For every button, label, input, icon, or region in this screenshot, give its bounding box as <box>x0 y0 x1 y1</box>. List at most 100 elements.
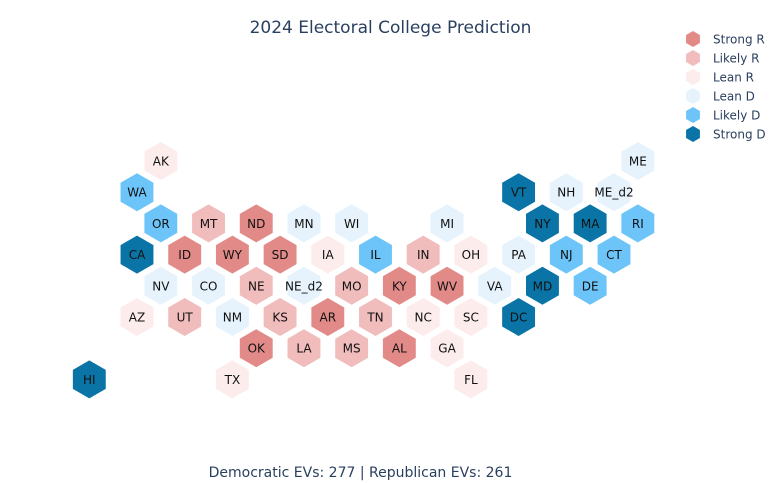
state-hex-shape <box>144 204 178 243</box>
legend-swatch <box>686 126 700 142</box>
state-hex-shape <box>526 204 559 243</box>
state-hex-mt[interactable]: MT <box>192 204 225 243</box>
state-hex-mo[interactable]: MO <box>335 266 369 305</box>
state-hex-al[interactable]: AL <box>382 329 416 368</box>
state-hex-id[interactable]: ID <box>168 235 202 274</box>
state-hex-dc[interactable]: DC <box>502 298 536 336</box>
state-hex-shape <box>430 204 464 243</box>
state-hex-shape <box>526 266 559 305</box>
state-hex-wy[interactable]: WY <box>215 235 249 274</box>
state-hex-shape <box>454 298 488 336</box>
state-hex-md[interactable]: MD <box>526 266 559 305</box>
state-label: WY <box>223 248 243 262</box>
state-label: IN <box>417 248 430 262</box>
state-hex-va[interactable]: VA <box>478 266 512 305</box>
legend-swatch <box>686 88 700 104</box>
state-hex-nm[interactable]: NM <box>215 298 249 336</box>
state-hex-ok[interactable]: OK <box>239 329 273 368</box>
state-label: CT <box>606 248 622 262</box>
state-hex-shape <box>502 298 536 336</box>
state-hex-hi[interactable]: HI <box>72 360 106 399</box>
state-hex-or[interactable]: OR <box>144 204 178 243</box>
state-hex-nc[interactable]: NC <box>406 298 440 336</box>
state-hex-ga[interactable]: GA <box>430 329 464 368</box>
state-label: SC <box>463 311 479 325</box>
legend-item-strong-r[interactable]: Strong R <box>686 31 765 47</box>
state-hex-de[interactable]: DE <box>573 266 607 305</box>
state-hex-nj[interactable]: NJ <box>549 235 583 274</box>
legend-item-lean-d[interactable]: Lean D <box>686 88 755 104</box>
legend-item-likely-d[interactable]: Likely D <box>686 107 760 123</box>
state-label: PA <box>511 248 526 262</box>
state-hex-ny[interactable]: NY <box>526 204 559 243</box>
legend-swatch <box>686 69 700 85</box>
state-hex-shape <box>335 204 369 243</box>
state-hex-ca[interactable]: CA <box>120 235 154 274</box>
state-hex-ne[interactable]: NE <box>239 266 273 305</box>
state-hex-wv[interactable]: WV <box>430 266 464 305</box>
state-hex-co[interactable]: CO <box>192 266 225 305</box>
state-hex-me_d2[interactable]: ME_d2 <box>594 173 634 212</box>
state-label: AK <box>153 155 170 169</box>
state-hex-nh[interactable]: NH <box>549 173 583 212</box>
state-hex-az[interactable]: AZ <box>120 298 154 336</box>
state-hex-tx[interactable]: TX <box>215 360 249 399</box>
state-hex-shape <box>239 329 273 368</box>
state-hex-ak[interactable]: AK <box>144 142 178 180</box>
state-label: NC <box>415 311 432 325</box>
state-hex-shape <box>502 173 536 212</box>
legend-label: Strong R <box>713 33 765 47</box>
state-hex-tn[interactable]: TN <box>359 298 392 336</box>
state-hex-ar[interactable]: AR <box>311 298 345 336</box>
legend-item-strong-d[interactable]: Strong D <box>686 126 766 142</box>
state-hex-fl[interactable]: FL <box>454 360 488 399</box>
state-hex-shape <box>502 235 536 274</box>
state-hex-oh[interactable]: OH <box>454 235 488 274</box>
state-label: MD <box>533 279 553 293</box>
state-label: KS <box>272 311 288 325</box>
state-label: IA <box>322 248 335 262</box>
state-hex-sc[interactable]: SC <box>454 298 488 336</box>
state-hex-ri[interactable]: RI <box>621 204 655 243</box>
state-hex-sd[interactable]: SD <box>263 235 297 274</box>
state-hex-wi[interactable]: WI <box>335 204 369 243</box>
state-hex-nv[interactable]: NV <box>144 266 178 305</box>
state-hex-shape <box>287 266 321 305</box>
state-hex-il[interactable]: IL <box>359 235 392 274</box>
state-label: DE <box>582 279 599 293</box>
state-hex-me[interactable]: ME <box>621 142 655 180</box>
state-hex-ut[interactable]: UT <box>168 298 202 336</box>
state-label: VT <box>511 186 527 200</box>
state-hex-la[interactable]: LA <box>287 329 321 368</box>
state-hex-vt[interactable]: VT <box>502 173 536 212</box>
state-hex-ky[interactable]: KY <box>382 266 416 305</box>
legend-item-likely-r[interactable]: Likely R <box>686 50 760 66</box>
state-hex-ct[interactable]: CT <box>597 235 631 274</box>
state-hex-pa[interactable]: PA <box>502 235 536 274</box>
state-hex-ks[interactable]: KS <box>263 298 297 336</box>
state-hex-shape <box>454 360 488 399</box>
state-hex-ia[interactable]: IA <box>311 235 345 274</box>
state-hex-ms[interactable]: MS <box>335 329 369 368</box>
state-hex-shape <box>192 204 225 243</box>
state-label: SD <box>272 248 289 262</box>
state-hex-shape <box>573 204 607 243</box>
state-hex-shape <box>621 204 655 243</box>
state-label: TX <box>224 373 241 387</box>
state-hex-in[interactable]: IN <box>406 235 440 274</box>
state-label: AZ <box>129 311 145 325</box>
state-hex-shape <box>215 235 249 274</box>
state-hex-nd[interactable]: ND <box>239 204 273 243</box>
state-hex-shape <box>549 173 583 212</box>
legend-item-lean-r[interactable]: Lean R <box>686 69 754 85</box>
state-label: NH <box>557 186 575 200</box>
state-hex-shape <box>430 266 464 305</box>
state-hex-ne_d2[interactable]: NE_d2 <box>285 266 323 305</box>
state-hex-wa[interactable]: WA <box>120 173 154 212</box>
state-hex-shape <box>215 360 249 399</box>
legend-label: Lean D <box>713 90 755 104</box>
state-hex-mn[interactable]: MN <box>287 204 321 243</box>
state-hex-ma[interactable]: MA <box>573 204 607 243</box>
state-hex-mi[interactable]: MI <box>430 204 464 243</box>
